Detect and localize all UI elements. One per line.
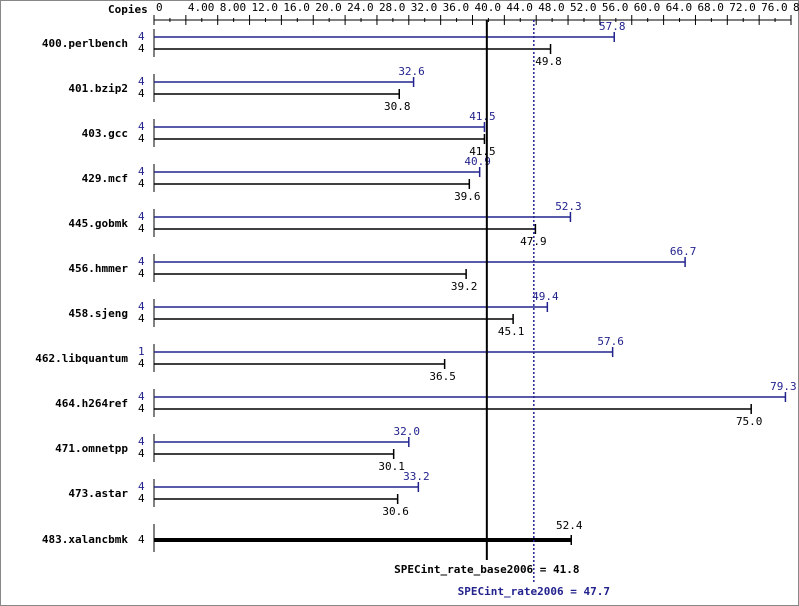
x-tick-label: 44.0 <box>506 1 532 14</box>
copies-label: 4 <box>138 267 145 280</box>
copies-label: 4 <box>138 165 145 178</box>
value-label: 33.2 <box>403 470 430 483</box>
copies-label: 4 <box>138 75 145 88</box>
value-label: 57.8 <box>599 20 626 33</box>
value-label: 41.5 <box>469 110 496 123</box>
copies-label: 4 <box>138 87 145 100</box>
copies-label: 4 <box>138 255 145 268</box>
copies-label: 1 <box>138 345 145 358</box>
x-tick-label: 12.0 <box>252 1 278 14</box>
x-tick-label: 64.0 <box>666 1 693 14</box>
category-label: 403.gcc <box>82 127 128 140</box>
reference-label: SPECint_rate_base2006 = 41.8 <box>394 563 579 576</box>
copies-label: 4 <box>138 30 145 43</box>
x-tick-label: 48.0 <box>538 1 565 14</box>
value-label: 79.3 <box>770 380 797 393</box>
x-tick-label: 4.00 <box>188 1 215 14</box>
copies-label: 4 <box>138 533 145 546</box>
x-tick-label: 72.0 <box>729 1 756 14</box>
value-label: 39.6 <box>454 190 481 203</box>
copies-label: 4 <box>138 492 145 505</box>
category-label: 429.mcf <box>82 172 128 185</box>
category-label: 464.h264ref <box>55 397 128 410</box>
x-tick-label: 16.0 <box>283 1 310 14</box>
reference-label: SPECint_rate2006 = 47.7 <box>458 585 610 598</box>
copies-label: 4 <box>138 402 145 415</box>
x-tick-label: 36.0 <box>443 1 470 14</box>
value-label: 30.6 <box>382 505 409 518</box>
value-label: 32.6 <box>398 65 425 78</box>
value-label: 52.4 <box>556 519 583 532</box>
value-label: 41.5 <box>469 145 496 158</box>
category-label: 462.libquantum <box>35 352 128 365</box>
x-tick-label: 76.0 <box>761 1 788 14</box>
category-label: 458.sjeng <box>68 307 128 320</box>
category-label: 456.hmmer <box>68 262 128 275</box>
copies-label: 4 <box>138 132 145 145</box>
copies-label: 4 <box>138 177 145 190</box>
x-tick-label: 52.0 <box>570 1 597 14</box>
category-label: 471.omnetpp <box>55 442 128 455</box>
x-tick-label: 32.0 <box>411 1 438 14</box>
value-label: 57.6 <box>597 335 624 348</box>
x-tick-label: 20.0 <box>315 1 342 14</box>
value-label: 49.8 <box>535 55 562 68</box>
x-tick-label: 28.0 <box>379 1 406 14</box>
x-tick-label: 0 <box>156 1 163 14</box>
value-label: 52.3 <box>555 200 582 213</box>
copies-label: 4 <box>138 357 145 370</box>
value-label: 30.1 <box>378 460 405 473</box>
category-label: 473.astar <box>68 487 128 500</box>
x-tick-label: 8.00 <box>220 1 247 14</box>
copies-label: 4 <box>138 300 145 313</box>
category-label: 483.xalancbmk <box>42 533 128 546</box>
copies-label: 4 <box>138 480 145 493</box>
axis-label: Copies <box>108 3 148 16</box>
copies-label: 4 <box>138 447 145 460</box>
category-label: 400.perlbench <box>42 37 128 50</box>
copies-label: 4 <box>138 120 145 133</box>
value-label: 39.2 <box>451 280 478 293</box>
x-tick-label: 56.0 <box>602 1 629 14</box>
value-label: 49.4 <box>532 290 559 303</box>
value-label: 40.9 <box>464 155 491 168</box>
x-tick-label: 40.0 <box>475 1 502 14</box>
copies-label: 4 <box>138 390 145 403</box>
copies-label: 4 <box>138 42 145 55</box>
x-tick-label: 80.0 <box>793 1 799 14</box>
value-label: 45.1 <box>498 325 525 338</box>
category-label: 401.bzip2 <box>68 82 128 95</box>
copies-label: 4 <box>138 222 145 235</box>
x-tick-label: 24.0 <box>347 1 374 14</box>
value-label: 30.8 <box>384 100 411 113</box>
copies-label: 4 <box>138 210 145 223</box>
value-label: 36.5 <box>429 370 456 383</box>
category-label: 445.gobmk <box>68 217 128 230</box>
value-label: 32.0 <box>394 425 421 438</box>
copies-label: 4 <box>138 312 145 325</box>
x-tick-label: 60.0 <box>634 1 661 14</box>
value-label: 66.7 <box>670 245 697 258</box>
x-tick-label: 68.0 <box>697 1 724 14</box>
copies-label: 4 <box>138 435 145 448</box>
value-label: 75.0 <box>736 415 763 428</box>
